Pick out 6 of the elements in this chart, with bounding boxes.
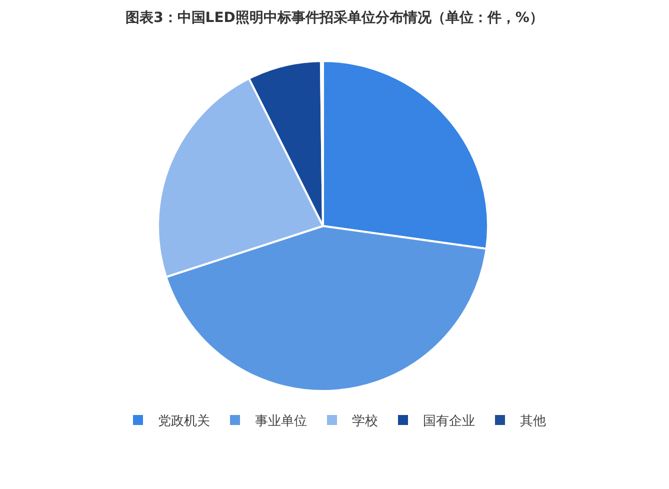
legend-label: 国有企业 — [423, 414, 475, 430]
legend-label: 党政机关 — [158, 414, 210, 430]
legend-label: 学校 — [352, 414, 378, 430]
legend-label: 事业单位 — [255, 414, 307, 430]
legend-label: 其他 — [520, 414, 546, 430]
chart-title: 图表3：中国LED照明中标事件招采单位分布情况（单位：件，%） — [126, 10, 544, 26]
